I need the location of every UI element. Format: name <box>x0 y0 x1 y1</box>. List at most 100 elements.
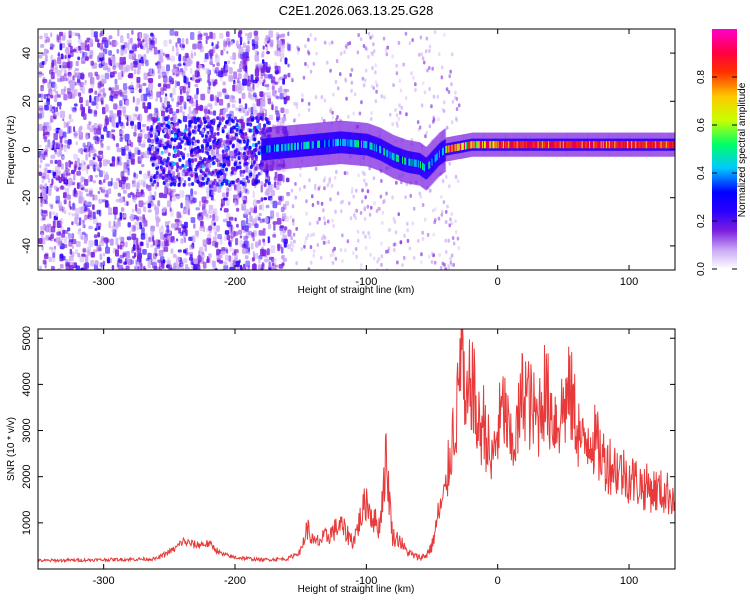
heatmap-cell <box>195 99 198 108</box>
heatmap-cell <box>246 79 251 87</box>
heatmap-cell <box>259 218 263 224</box>
heatmap-cell <box>320 201 324 206</box>
heatmap-cell <box>416 120 420 125</box>
heatmap-cell <box>77 252 81 258</box>
heatmap-cell <box>44 104 49 111</box>
heatmap-cell <box>352 251 355 256</box>
heatmap-cell <box>428 124 432 129</box>
heatmap-cell <box>420 252 423 257</box>
heatmap-cell <box>59 43 63 51</box>
heatmap-cell <box>65 77 69 82</box>
heatmap-cell <box>391 54 394 59</box>
heatmap-cell <box>263 241 266 246</box>
heatmap-cell <box>202 239 207 247</box>
heatmap-cell <box>432 94 436 99</box>
heatmap-cell <box>214 231 217 237</box>
heatmap-cell <box>232 84 236 92</box>
heatmap-cell <box>88 188 94 194</box>
heatmap-cell <box>357 238 360 243</box>
heatmap-cell <box>420 52 423 57</box>
heatmap-cell <box>127 42 130 51</box>
heatmap-cell <box>187 182 192 187</box>
heatmap-cell <box>274 264 278 268</box>
heatmap-cell <box>54 169 58 178</box>
heatmap-cell <box>223 173 227 181</box>
heatmap-cell <box>330 183 334 188</box>
heatmap-cell <box>444 220 447 225</box>
heatmap-cell <box>395 180 398 185</box>
heatmap-cell <box>278 87 282 93</box>
heatmap-cell <box>361 76 365 81</box>
heatmap-cell <box>132 96 135 103</box>
heatmap-cell <box>368 235 371 240</box>
heatmap-cell <box>225 179 229 184</box>
heatmap-cell <box>206 258 210 264</box>
heatmap-cell <box>450 253 454 258</box>
heatmap-cell <box>220 207 222 211</box>
heatmap-cell <box>168 192 172 197</box>
heatmap-cell <box>57 56 62 65</box>
heatmap-cell <box>238 259 241 264</box>
heatmap-cell <box>222 88 227 93</box>
heatmap-cell <box>146 47 149 54</box>
heatmap-cell <box>39 184 44 188</box>
heatmap-cell <box>258 258 261 264</box>
heatmap-cell <box>223 197 228 201</box>
heatmap-cell <box>428 44 432 49</box>
heatmap-cell <box>386 249 390 254</box>
heatmap-cell <box>180 139 184 144</box>
heatmap-cell <box>87 249 91 256</box>
heatmap-cell <box>59 136 63 144</box>
heatmap-cell <box>137 133 143 139</box>
heatmap-cell <box>38 144 42 148</box>
heatmap-cell <box>223 124 227 129</box>
heatmap-cell <box>40 110 45 118</box>
heatmap-cell <box>421 237 425 241</box>
heatmap-cell <box>93 127 97 135</box>
heatmap-cell <box>49 159 54 164</box>
heatmap-cell <box>40 44 45 48</box>
heatmap-cell <box>127 222 131 228</box>
heatmap-cell <box>166 188 172 195</box>
heatmap-cell <box>265 173 269 178</box>
heatmap-cell <box>105 171 108 180</box>
heatmap-cell <box>281 33 286 38</box>
heatmap-cell <box>142 139 146 147</box>
heatmap-cell <box>145 239 150 246</box>
heatmap-cell <box>136 225 141 231</box>
heatmap-cell <box>99 161 102 168</box>
heatmap-cell <box>175 47 179 52</box>
heatmap-cell <box>130 81 133 87</box>
heatmap-cell <box>212 110 217 116</box>
heatmap-cell <box>224 230 230 235</box>
heatmap-cell <box>68 255 74 262</box>
heatmap-cell <box>277 201 282 206</box>
heatmap-cell <box>163 128 167 133</box>
heatmap-cell <box>75 213 79 220</box>
heatmap-cell <box>428 254 431 259</box>
heatmap-cell <box>59 31 63 37</box>
heatmap-cell <box>307 37 310 42</box>
heatmap-cell <box>200 93 206 101</box>
heatmap-cell <box>58 176 62 184</box>
heatmap-cell <box>45 200 48 205</box>
heatmap-cell <box>53 149 57 153</box>
heatmap-cell <box>92 194 95 201</box>
heatmap-cell <box>234 161 238 166</box>
heatmap-cell <box>115 143 120 148</box>
heatmap-cell <box>182 111 185 117</box>
heatmap-cell <box>131 45 137 50</box>
heatmap-cell <box>295 261 298 266</box>
heatmap-cell <box>304 44 307 49</box>
heatmap-cell <box>94 71 98 77</box>
heatmap-cell <box>149 68 153 76</box>
heatmap-cell <box>100 97 104 105</box>
heatmap-cell <box>180 214 183 219</box>
heatmap-cell <box>185 201 190 210</box>
heatmap-cell <box>412 255 416 260</box>
heatmap-cell <box>251 143 255 147</box>
heatmap-cell <box>86 168 89 174</box>
heatmap-cell <box>244 132 248 136</box>
heatmap-cell <box>274 181 277 188</box>
heatmap-cell <box>231 180 235 185</box>
